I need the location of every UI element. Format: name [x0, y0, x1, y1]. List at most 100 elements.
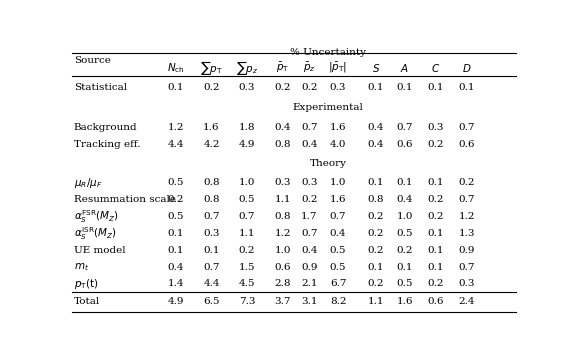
Text: 1.0: 1.0: [397, 212, 413, 221]
Text: 6.5: 6.5: [203, 297, 220, 306]
Text: % Uncertainty: % Uncertainty: [290, 48, 366, 57]
Text: 1.0: 1.0: [239, 178, 256, 187]
Text: $C$: $C$: [431, 62, 441, 74]
Text: 0.2: 0.2: [274, 83, 291, 92]
Text: 1.4: 1.4: [168, 279, 185, 288]
Text: $D$: $D$: [462, 62, 472, 74]
Text: 1.8: 1.8: [239, 123, 256, 132]
Text: 0.5: 0.5: [168, 178, 185, 187]
Text: $p_{\mathrm{T}}(\mathrm{t})$: $p_{\mathrm{T}}(\mathrm{t})$: [74, 277, 99, 291]
Text: $|\bar{p}_{\mathrm{T}}|$: $|\bar{p}_{\mathrm{T}}|$: [328, 61, 348, 75]
Text: 1.5: 1.5: [239, 263, 256, 271]
Text: 0.3: 0.3: [330, 83, 346, 92]
Text: 4.9: 4.9: [239, 139, 256, 149]
Text: 0.3: 0.3: [458, 279, 475, 288]
Text: 0.2: 0.2: [397, 246, 413, 255]
Text: Total: Total: [74, 297, 100, 306]
Text: 0.7: 0.7: [301, 123, 317, 132]
Text: Theory: Theory: [309, 159, 347, 168]
Text: 0.1: 0.1: [168, 83, 185, 92]
Text: $\bar{p}_{\mathrm{T}}$: $\bar{p}_{\mathrm{T}}$: [276, 61, 289, 75]
Text: 0.4: 0.4: [301, 246, 317, 255]
Text: 3.7: 3.7: [274, 297, 291, 306]
Text: 0.1: 0.1: [427, 229, 444, 238]
Text: 7.3: 7.3: [239, 297, 256, 306]
Text: 0.7: 0.7: [458, 123, 475, 132]
Text: 0.2: 0.2: [301, 83, 317, 92]
Text: 0.6: 0.6: [397, 139, 413, 149]
Text: 2.8: 2.8: [274, 279, 291, 288]
Text: 1.1: 1.1: [239, 229, 256, 238]
Text: 0.1: 0.1: [367, 178, 384, 187]
Text: 0.6: 0.6: [427, 297, 444, 306]
Text: $N_{\mathrm{ch}}$: $N_{\mathrm{ch}}$: [167, 61, 185, 75]
Text: 0.1: 0.1: [397, 83, 413, 92]
Text: 0.5: 0.5: [397, 279, 413, 288]
Text: 0.1: 0.1: [427, 83, 444, 92]
Text: 1.1: 1.1: [367, 297, 384, 306]
Text: 6.7: 6.7: [330, 279, 346, 288]
Text: 0.8: 0.8: [274, 139, 291, 149]
Text: $\bar{p}_z$: $\bar{p}_z$: [303, 61, 316, 75]
Text: 0.7: 0.7: [458, 195, 475, 204]
Text: 0.4: 0.4: [330, 229, 346, 238]
Text: 4.2: 4.2: [203, 139, 220, 149]
Text: 2.4: 2.4: [458, 297, 475, 306]
Text: 4.5: 4.5: [239, 279, 256, 288]
Text: 4.4: 4.4: [168, 139, 185, 149]
Text: 0.2: 0.2: [367, 279, 384, 288]
Text: 0.4: 0.4: [301, 139, 317, 149]
Text: 0.2: 0.2: [367, 229, 384, 238]
Text: 4.0: 4.0: [330, 139, 346, 149]
Text: 0.4: 0.4: [168, 263, 185, 271]
Text: 0.1: 0.1: [367, 263, 384, 271]
Text: 0.5: 0.5: [239, 195, 256, 204]
Text: Experimental: Experimental: [293, 103, 363, 112]
Text: 0.3: 0.3: [239, 83, 256, 92]
Text: 0.2: 0.2: [203, 83, 220, 92]
Text: Background: Background: [74, 123, 138, 132]
Text: 0.8: 0.8: [203, 178, 220, 187]
Text: 0.1: 0.1: [427, 263, 444, 271]
Text: 0.2: 0.2: [427, 195, 444, 204]
Text: 0.3: 0.3: [274, 178, 291, 187]
Text: 0.1: 0.1: [458, 83, 475, 92]
Text: Tracking eff.: Tracking eff.: [74, 139, 140, 149]
Text: 0.1: 0.1: [427, 178, 444, 187]
Text: $m_t$: $m_t$: [74, 261, 89, 273]
Text: $\sum p_z$: $\sum p_z$: [236, 59, 258, 77]
Text: 0.1: 0.1: [427, 246, 444, 255]
Text: 0.7: 0.7: [239, 212, 256, 221]
Text: 0.6: 0.6: [274, 263, 291, 271]
Text: 0.2: 0.2: [427, 212, 444, 221]
Text: 1.6: 1.6: [330, 123, 346, 132]
Text: 8.2: 8.2: [330, 297, 346, 306]
Text: 1.0: 1.0: [274, 246, 291, 255]
Text: 0.8: 0.8: [274, 212, 291, 221]
Text: 0.6: 0.6: [458, 139, 475, 149]
Text: 0.1: 0.1: [397, 263, 413, 271]
Text: 1.3: 1.3: [458, 229, 475, 238]
Text: 1.1: 1.1: [274, 195, 291, 204]
Text: 0.7: 0.7: [330, 212, 346, 221]
Text: 0.5: 0.5: [397, 229, 413, 238]
Text: 0.4: 0.4: [367, 123, 384, 132]
Text: Statistical: Statistical: [74, 83, 127, 92]
Text: 0.2: 0.2: [427, 279, 444, 288]
Text: 1.2: 1.2: [168, 123, 185, 132]
Text: 0.3: 0.3: [427, 123, 444, 132]
Text: 4.4: 4.4: [203, 279, 220, 288]
Text: 0.7: 0.7: [203, 212, 220, 221]
Text: 1.7: 1.7: [301, 212, 317, 221]
Text: $\sum p_{\mathrm{T}}$: $\sum p_{\mathrm{T}}$: [200, 59, 223, 77]
Text: 0.7: 0.7: [203, 263, 220, 271]
Text: 4.9: 4.9: [168, 297, 185, 306]
Text: 0.2: 0.2: [367, 212, 384, 221]
Text: 0.3: 0.3: [203, 229, 220, 238]
Text: 2.1: 2.1: [301, 279, 317, 288]
Text: $\alpha_S^{\mathrm{FSR}}(M_Z)$: $\alpha_S^{\mathrm{FSR}}(M_Z)$: [74, 208, 119, 225]
Text: 0.2: 0.2: [168, 195, 185, 204]
Text: 0.4: 0.4: [367, 139, 384, 149]
Text: 0.9: 0.9: [301, 263, 317, 271]
Text: 0.2: 0.2: [301, 195, 317, 204]
